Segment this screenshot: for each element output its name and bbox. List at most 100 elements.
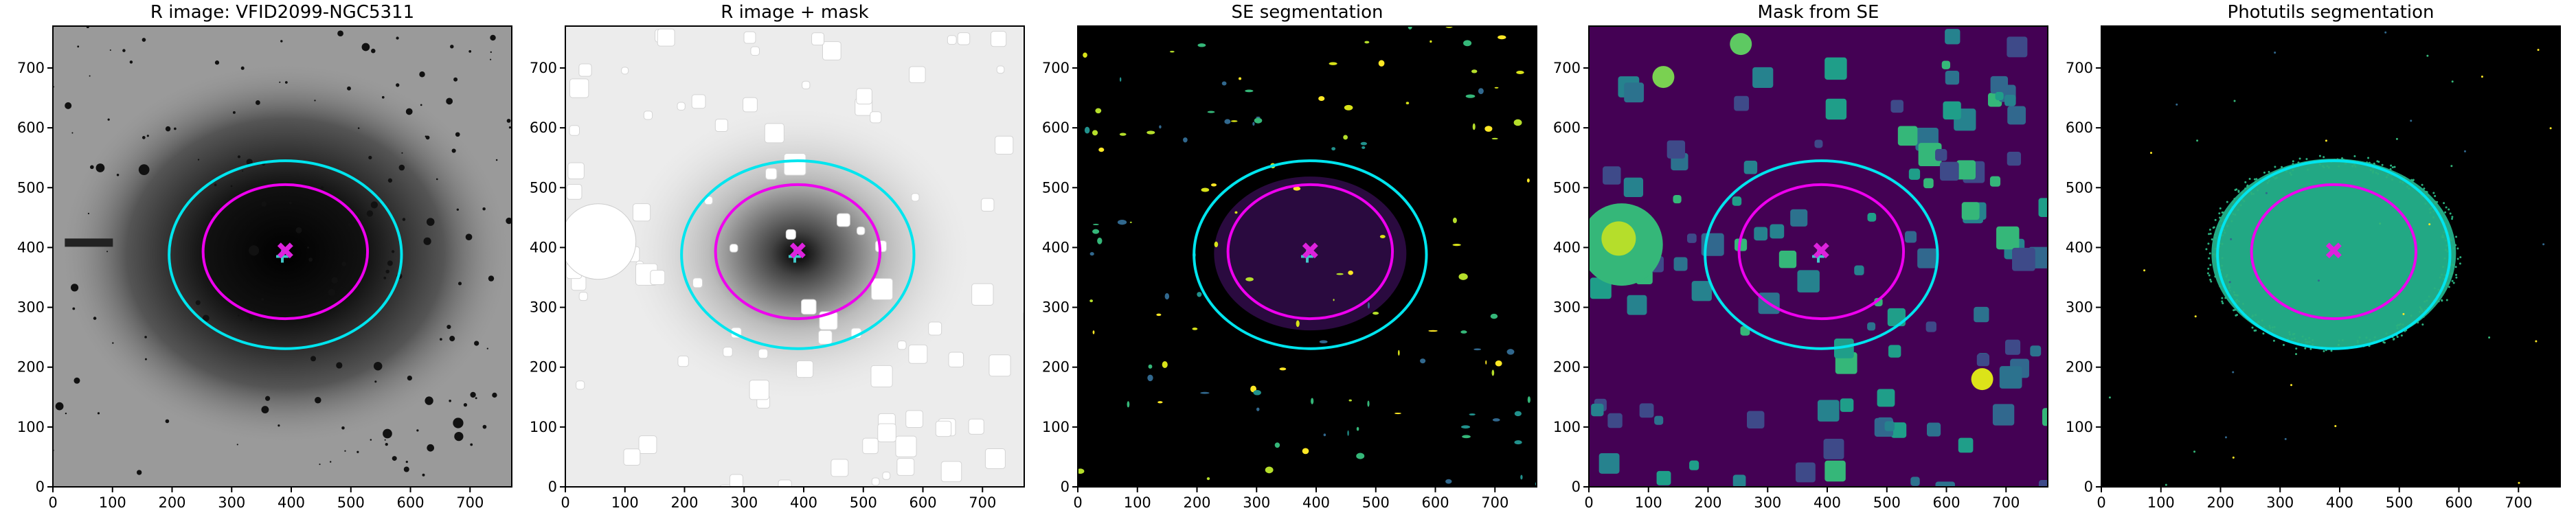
segment-speck xyxy=(2289,172,2292,174)
mask-square xyxy=(1624,82,1645,103)
mask-square xyxy=(1824,57,1847,80)
mask-patch xyxy=(871,278,894,300)
segment-speck xyxy=(2426,299,2428,302)
mask-square xyxy=(1686,233,1697,243)
segment xyxy=(2284,437,2287,440)
mask-patch xyxy=(569,78,589,98)
star xyxy=(210,211,215,216)
mask-patch xyxy=(677,102,686,111)
segment xyxy=(1119,133,1127,136)
segment-speck xyxy=(2235,314,2237,317)
star xyxy=(425,396,433,405)
y-tick-label: 200 xyxy=(530,359,557,376)
y-tick-label: 0 xyxy=(2084,479,2093,495)
segment xyxy=(2230,238,2233,240)
mask-square xyxy=(1833,339,1854,358)
mask-patch xyxy=(870,365,893,387)
panel: R image + mask 0 100 200 300 400 500 600 700 0 100… xyxy=(530,2,1025,511)
mask-square xyxy=(1654,415,1664,425)
star xyxy=(366,210,374,217)
segment xyxy=(2176,103,2178,106)
mask-square xyxy=(1770,224,1785,239)
segment-speck xyxy=(2368,161,2371,164)
segment-speck xyxy=(2444,239,2447,242)
star xyxy=(337,30,343,37)
segment-speck xyxy=(2376,160,2379,163)
star xyxy=(426,218,435,226)
segment-speck xyxy=(2389,168,2392,170)
segment xyxy=(2233,100,2236,102)
segment xyxy=(1245,277,1254,282)
segment-speck xyxy=(2396,327,2399,330)
segment-speck xyxy=(2443,231,2445,233)
segment xyxy=(1460,330,1467,334)
segment-speck xyxy=(2243,200,2246,203)
y-tick-label: 0 xyxy=(36,479,45,495)
mask-square xyxy=(1897,126,1918,146)
segment-speck xyxy=(2449,212,2452,215)
star xyxy=(112,342,114,344)
segment xyxy=(1408,26,1412,30)
mask-square xyxy=(1990,76,2009,94)
x-tick-label: 0 xyxy=(1073,494,1082,511)
segment-speck xyxy=(2235,301,2238,304)
segment xyxy=(1491,137,1498,140)
segment-speck xyxy=(2358,336,2361,339)
segment xyxy=(2165,483,2167,486)
segment-speck xyxy=(2246,184,2249,187)
panel-title: R image + mask xyxy=(721,2,869,23)
mask-patch xyxy=(621,67,629,75)
star xyxy=(242,170,244,172)
mask-square xyxy=(1656,470,1671,485)
segment-speck xyxy=(2296,340,2299,343)
segment xyxy=(1169,51,1175,53)
image xyxy=(2101,26,2560,487)
segment-speck xyxy=(2430,207,2433,209)
panel: Photutils segmentation 0 100 200 300 400 500 60… xyxy=(2066,2,2561,511)
star xyxy=(144,336,147,339)
mask-patch xyxy=(783,153,806,176)
mask-patch xyxy=(877,423,896,442)
star xyxy=(195,300,201,306)
segment xyxy=(1405,102,1410,104)
segment xyxy=(1078,468,1085,474)
mask-patch xyxy=(566,183,583,200)
segment-speck xyxy=(2399,323,2402,325)
segment-speck xyxy=(2237,209,2239,211)
star xyxy=(508,126,512,129)
aperture-ellipse xyxy=(168,159,403,350)
segment xyxy=(1214,241,1219,248)
segment-speck xyxy=(2293,332,2296,335)
segment xyxy=(2265,192,2268,194)
segment-speck xyxy=(2275,176,2278,179)
segment-speck xyxy=(2274,165,2276,168)
mask-patch xyxy=(856,226,866,236)
segment xyxy=(1221,81,1227,86)
segment xyxy=(1526,178,1530,183)
segment-speck xyxy=(2244,181,2247,183)
segment-speck xyxy=(2417,321,2419,324)
star xyxy=(490,51,492,54)
segment xyxy=(2488,336,2491,339)
segment xyxy=(1245,89,1254,93)
x-tick-label: 200 xyxy=(2206,494,2234,511)
mask-patch xyxy=(957,32,971,45)
segment-speck xyxy=(2433,287,2436,290)
segment-speck xyxy=(2381,163,2384,166)
x-tick-label: 300 xyxy=(218,494,245,511)
segment-speck xyxy=(2241,198,2244,201)
mask-square xyxy=(1877,389,1895,407)
segment-speck xyxy=(2455,273,2458,276)
segment-speck xyxy=(2444,211,2447,214)
segment xyxy=(1331,147,1336,151)
segment xyxy=(2451,80,2454,83)
segment-speck xyxy=(2454,266,2457,268)
segment xyxy=(1514,411,1522,417)
segment-speck xyxy=(2455,276,2458,279)
star xyxy=(427,444,435,452)
x-tick-label: 300 xyxy=(730,494,758,511)
star xyxy=(109,49,111,52)
star xyxy=(129,60,133,64)
segment xyxy=(1473,348,1482,351)
segment-speck xyxy=(2437,288,2440,291)
